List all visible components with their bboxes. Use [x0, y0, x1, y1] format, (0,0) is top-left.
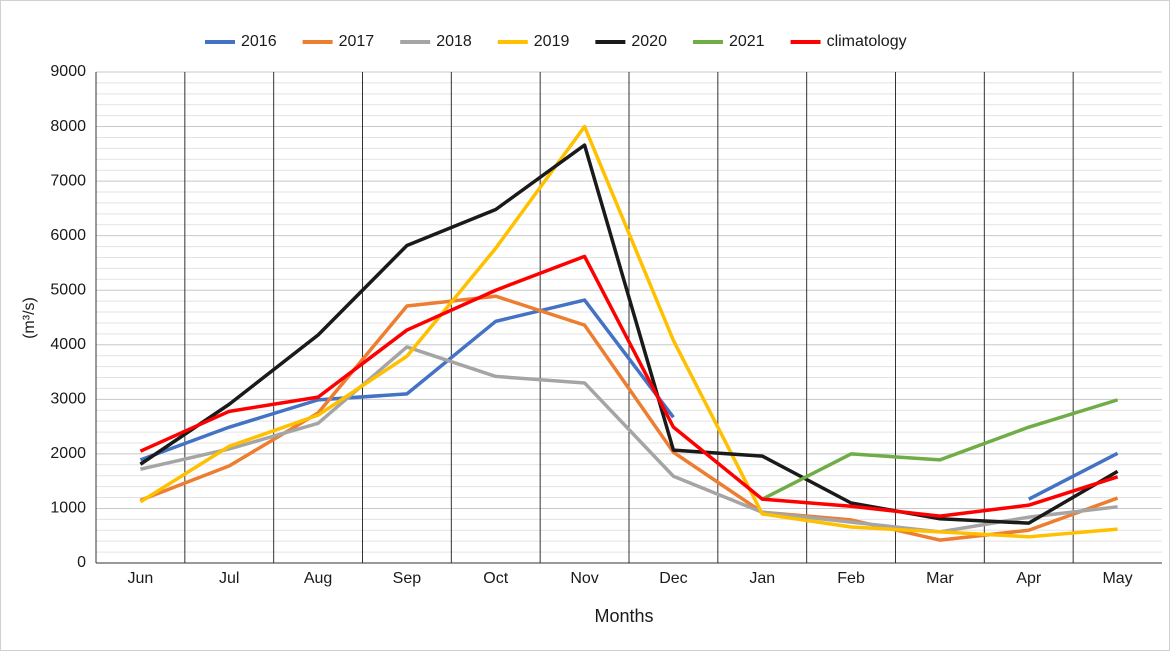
- x-tick-label: Aug: [304, 570, 332, 587]
- legend-label: 2021: [729, 33, 765, 50]
- x-tick-label: Oct: [483, 570, 508, 587]
- legend-label: 2020: [631, 33, 667, 50]
- y-tick-label: 1000: [50, 500, 86, 517]
- y-tick-label: 9000: [50, 63, 86, 80]
- legend-label: 2017: [339, 33, 375, 50]
- y-tick-label: 4000: [50, 336, 86, 353]
- series-line: [761, 398, 1119, 501]
- series-line: [140, 345, 1118, 534]
- legend-label: 2019: [534, 33, 570, 50]
- series-line: [139, 124, 1118, 539]
- y-tick-label: 2000: [50, 445, 86, 462]
- series-line: [139, 143, 1119, 525]
- x-tick-label: Mar: [926, 570, 954, 587]
- y-tick-label: 0: [77, 554, 86, 571]
- y-axis-label: (m³/s): [21, 297, 38, 339]
- legend-label: 2016: [241, 33, 277, 50]
- x-tick-label: May: [1102, 570, 1132, 587]
- y-tick-label: 7000: [50, 172, 86, 189]
- x-tick-label: Jun: [128, 570, 154, 587]
- legend-label: climatology: [827, 33, 907, 50]
- y-tick-label: 3000: [50, 391, 86, 408]
- x-axis-label: Months: [594, 606, 653, 626]
- x-tick-label: Sep: [393, 570, 422, 587]
- x-tick-label: Feb: [837, 570, 865, 587]
- x-tick-label: Dec: [659, 570, 687, 587]
- legend-label: 2018: [436, 33, 472, 50]
- x-tick-label: Apr: [1016, 570, 1042, 587]
- series-line: [139, 298, 1119, 501]
- y-tick-label: 5000: [50, 281, 86, 298]
- y-tick-label: 6000: [50, 227, 86, 244]
- y-tick-label: 8000: [50, 118, 86, 135]
- x-tick-label: Nov: [570, 570, 598, 587]
- x-tick-label: Jan: [749, 570, 775, 587]
- series-line: [139, 254, 1119, 518]
- x-tick-label: Jul: [219, 570, 239, 587]
